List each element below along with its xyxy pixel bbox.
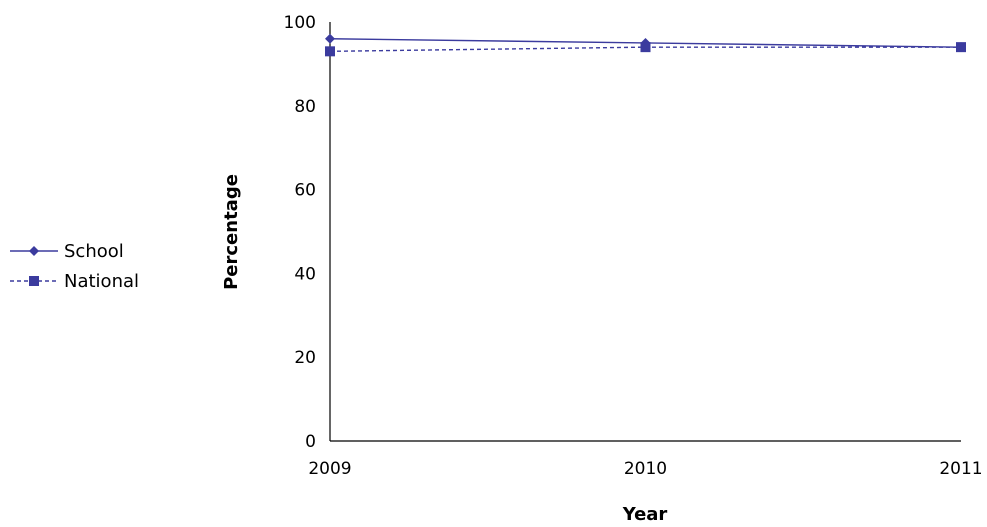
legend: School National (10, 241, 139, 292)
x-tick-label: 2010 (624, 459, 667, 479)
y-tick-label: 20 (294, 348, 316, 368)
legend-school-marker (29, 246, 39, 256)
legend-national-marker (29, 276, 39, 286)
y-tick-label: 60 (294, 181, 316, 201)
y-axis-title: Percentage (221, 174, 242, 290)
y-tick-label: 40 (294, 264, 316, 284)
y-tick-labels: 0 20 40 60 80 100 (284, 13, 316, 452)
x-tick-labels: 2009 2010 2011 (308, 459, 982, 479)
x-tick-label: 2011 (939, 459, 982, 479)
national-data-point (956, 42, 966, 53)
y-tick-label: 80 (294, 97, 316, 117)
legend-national-label: National (64, 271, 139, 292)
series-layer (325, 33, 966, 57)
y-tick-label: 100 (284, 13, 316, 33)
national-data-point (640, 42, 651, 53)
x-tick-label: 2009 (308, 459, 351, 479)
legend-school-label: School (64, 241, 124, 262)
axes (329, 22, 961, 442)
school-data-point (325, 33, 335, 44)
national-data-point (325, 46, 335, 57)
x-axis-title: Year (622, 504, 668, 525)
y-tick-label: 0 (305, 432, 316, 452)
